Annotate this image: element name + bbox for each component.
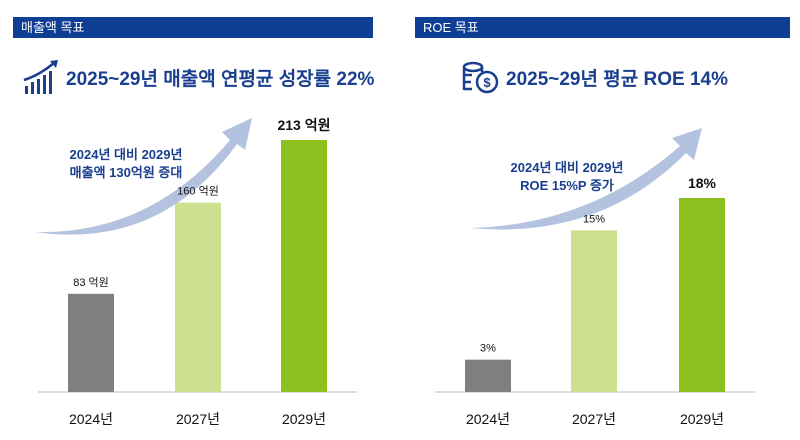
- data-label: 160 억원: [177, 185, 219, 198]
- revenue-section-header: 매출액 목표: [13, 17, 373, 38]
- data-label: 18%: [688, 175, 717, 191]
- svg-text:$: $: [483, 75, 491, 90]
- growth-arrow: [470, 128, 702, 230]
- data-label: 15%: [583, 213, 605, 225]
- data-label: 83 억원: [73, 276, 109, 289]
- x-tick-label: 2029년: [282, 411, 326, 427]
- bar-2024년: [465, 359, 511, 392]
- annotation-line: 2024년 대비 2029년: [70, 147, 183, 162]
- data-label: 3%: [480, 343, 496, 355]
- bar-2024년: [68, 293, 114, 392]
- x-tick-label: 2027년: [572, 411, 616, 427]
- bar-2029년: [679, 198, 725, 392]
- roe-section-header: ROE 목표: [415, 17, 790, 38]
- bar-2027년: [175, 202, 221, 392]
- bar-2027년: [571, 230, 617, 392]
- bar-2029년: [281, 140, 327, 392]
- x-tick-label: 2029년: [680, 411, 724, 427]
- annotation-line: 매출액 130억원 증대: [70, 165, 183, 180]
- annotation-line: ROE 15%P 증가: [520, 178, 614, 193]
- data-label: 213 억원: [277, 117, 330, 133]
- x-tick-label: 2024년: [466, 411, 510, 427]
- revenue-goal-title: 2025~29년 매출액 연평균 성장률 22%: [66, 69, 375, 90]
- x-tick-label: 2024년: [69, 411, 113, 427]
- coins-dollar-icon: $: [462, 61, 499, 94]
- growth-arrow: [35, 118, 252, 235]
- roe-goal-title: 2025~29년 평균 ROE 14%: [506, 69, 728, 90]
- growth-chart-icon: [23, 60, 58, 94]
- x-tick-label: 2027년: [176, 411, 220, 427]
- annotation-line: 2024년 대비 2029년: [511, 160, 624, 175]
